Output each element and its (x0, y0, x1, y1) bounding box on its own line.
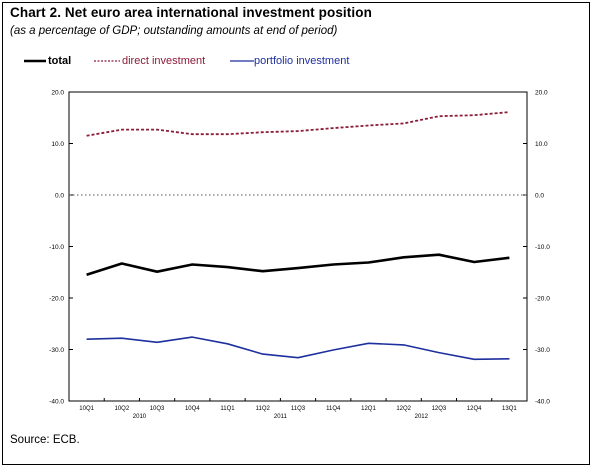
y-tick-label-right: 10.0 (535, 141, 548, 148)
chart-title: Chart 2. Net euro area international inv… (10, 5, 372, 20)
x-tick-label: 11Q3 (291, 406, 306, 412)
y-tick-label-right: 20.0 (535, 90, 548, 97)
y-tick-label-right: -20.0 (535, 296, 550, 303)
chart-frame (2, 2, 590, 465)
y-tick-label-right: 0.0 (535, 193, 544, 200)
x-tick-label: 11Q1 (220, 406, 235, 412)
x-year-label: 2012 (415, 414, 429, 420)
x-tick-label: 10Q1 (79, 406, 94, 412)
y-tick-label-right: -30.0 (535, 347, 550, 354)
plot-area (68, 91, 528, 402)
series-line-portfolio-investment (86, 336, 510, 361)
y-tick-label-left: 0.0 (55, 193, 64, 200)
x-tick-label: 10Q3 (150, 406, 165, 412)
y-tick-label-left: -20.0 (49, 296, 64, 303)
y-tick-label-right: -40.0 (535, 399, 550, 406)
x-tick-label: 10Q2 (115, 406, 130, 412)
x-tick-label: 12Q1 (361, 406, 376, 412)
x-tick-label: 11Q4 (326, 406, 341, 412)
chart-subtitle: (as a percentage of GDP; outstanding amo… (10, 25, 338, 37)
legend-item-portfolio-investment: portfolio investment (230, 55, 349, 67)
y-tick-label-left: 20.0 (51, 90, 64, 97)
legend-swatch-direct-investment (94, 60, 120, 62)
x-tick-label: 13Q1 (502, 406, 517, 412)
x-tick-label: 12Q3 (432, 406, 447, 412)
legend-swatch-portfolio-investment (230, 60, 254, 62)
y-tick-label-left: -10.0 (49, 244, 64, 251)
legend-swatch-total (24, 59, 46, 63)
x-year-label: 2011 (274, 414, 288, 420)
x-tick-label: 10Q4 (185, 406, 200, 412)
x-tick-label: 12Q2 (396, 406, 411, 412)
x-tick-label: 11Q2 (256, 406, 271, 412)
x-year-label: 2010 (133, 414, 147, 420)
source-note: Source: ECB. (10, 434, 80, 446)
legend-item-total: total (24, 55, 71, 67)
legend-item-direct-investment: direct investment (94, 55, 205, 67)
legend-label-portfolio-investment: portfolio investment (254, 55, 350, 67)
legend-label-total: total (48, 55, 72, 67)
x-tick-label: 12Q4 (467, 406, 482, 412)
y-tick-label-left: 10.0 (51, 141, 64, 148)
y-tick-label-left: -30.0 (49, 347, 64, 354)
series-line-total (86, 253, 510, 277)
legend-label-direct-investment: direct investment (122, 55, 206, 67)
y-tick-label-right: -10.0 (535, 244, 550, 251)
y-tick-label-left: -40.0 (49, 399, 64, 406)
series-line-direct-investment (86, 111, 510, 137)
